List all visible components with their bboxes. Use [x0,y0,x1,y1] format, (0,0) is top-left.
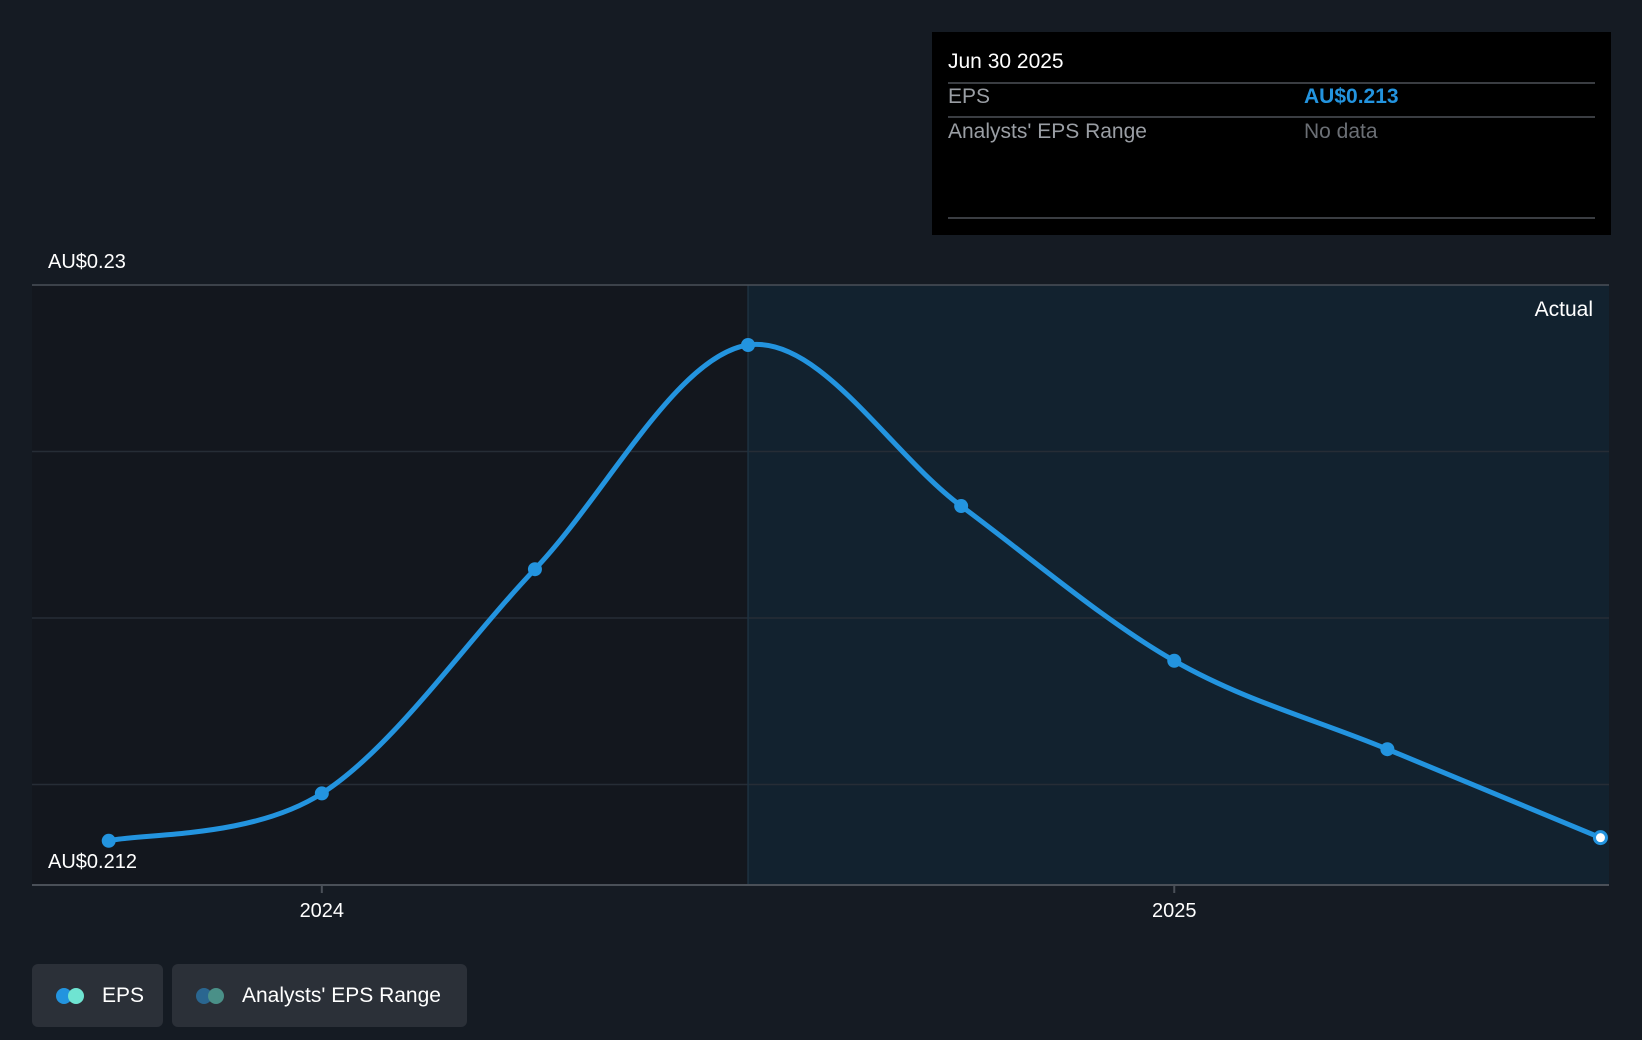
x-tick-label: 2025 [1152,900,1197,922]
legend-analysts-range[interactable]: Analysts' EPS Range [172,964,467,1027]
tooltip-divider [948,82,1595,84]
tooltip-divider [948,217,1595,219]
range-legend-icon [196,987,226,1004]
actual-region [748,285,1609,885]
eps-data-point[interactable] [1380,742,1395,757]
y-label-top: AU$0.23 [48,251,126,273]
gridlines [32,450,1609,786]
eps-series-line [106,341,1603,844]
y-label-bottom: AU$0.212 [48,851,137,873]
eps-data-point[interactable] [1592,830,1608,846]
x-tick-label: 2024 [300,900,345,922]
tooltip: Jun 30 2025 EPS AU$0.213 Analysts' EPS R… [932,32,1611,235]
tooltip-range-value: No data [1304,120,1378,143]
eps-data-point[interactable] [1167,653,1182,668]
past-region [32,285,749,885]
eps-data-point[interactable] [741,338,756,352]
eps-legend-icon [56,987,86,1004]
tooltip-eps-label: EPS [948,85,991,108]
tooltip-divider [948,116,1595,118]
eps-data-point[interactable] [101,833,116,848]
actual-label: Actual [1535,298,1593,321]
tooltip-date: Jun 30 2025 [948,50,1064,73]
legend-eps[interactable]: EPS [32,964,163,1027]
eps-data-point[interactable] [954,499,969,514]
tooltip-eps-value: AU$0.213 [1304,85,1399,108]
tooltip-range-label: Analysts' EPS Range [948,120,1147,143]
legend-eps-label: EPS [102,983,145,1007]
legend-range-label: Analysts' EPS Range [242,983,441,1007]
eps-data-point[interactable] [527,562,542,577]
eps-data-point[interactable] [314,786,329,801]
